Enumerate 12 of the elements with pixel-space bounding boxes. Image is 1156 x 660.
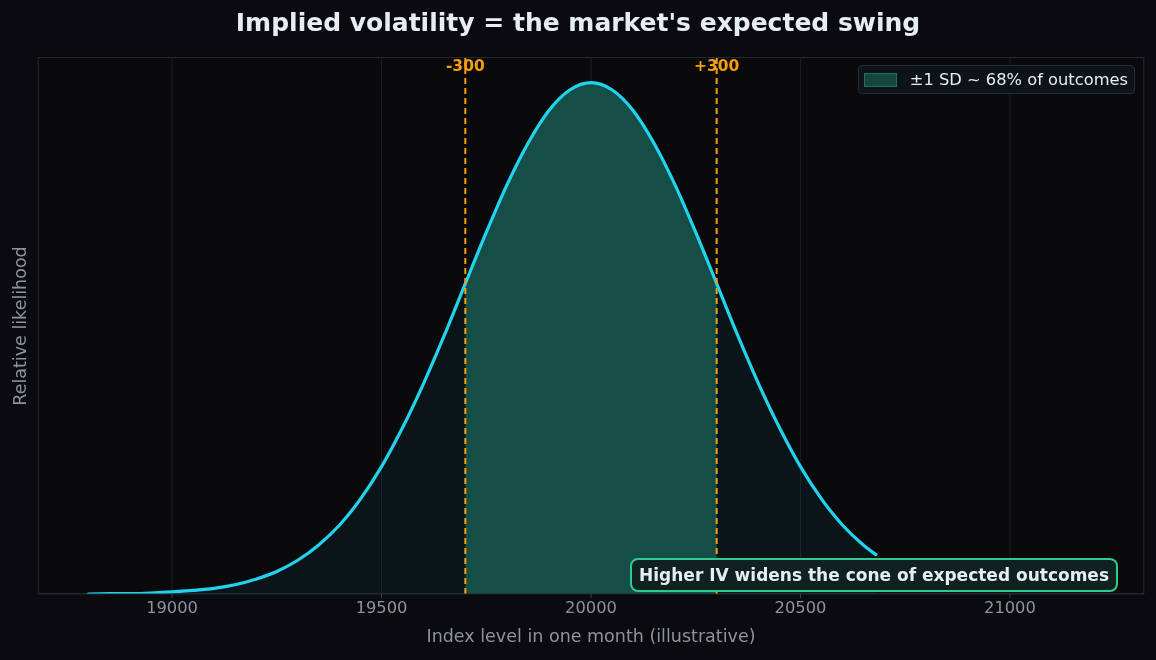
x-axis-title: Index level in one month (illustrative): [425, 626, 757, 646]
x-tick-label: 20000: [565, 597, 617, 617]
x-tick-label: 20500: [774, 597, 827, 617]
x-tick-label: 19000: [146, 597, 198, 617]
x-tick-label: 21000: [984, 597, 1036, 617]
legend-label: ±1 SD ~ 68% of outcomes: [909, 70, 1128, 89]
x-tick-label: 19500: [355, 597, 408, 617]
annotation: -300: [445, 57, 485, 76]
y-axis-title: Relative likelihood: [10, 245, 30, 406]
chart-title: Implied volatility = the market's expected swing: [234, 8, 922, 37]
annotation: Higher IV widens the cone of expected outcomes: [630, 557, 1118, 592]
annotation: +300: [694, 57, 740, 76]
